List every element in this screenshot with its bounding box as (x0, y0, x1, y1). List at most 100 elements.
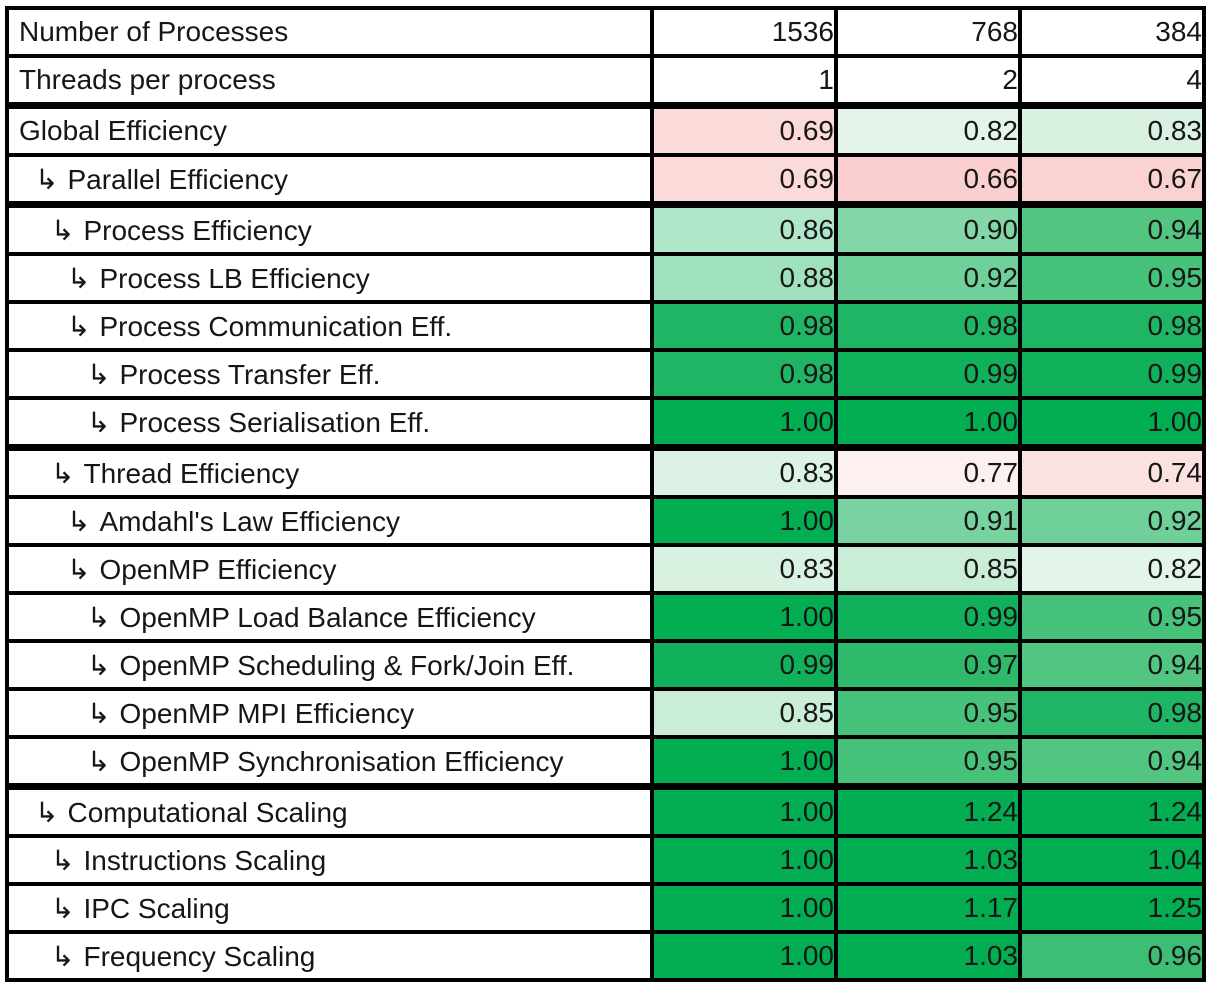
metric-row: ↳ Thread Efficiency 0.83 0.77 0.74 (5, 444, 1206, 499)
metric-value-cell: 1.03 (834, 930, 1022, 982)
metric-value-cell: 0.86 (650, 201, 838, 256)
metric-value-cell: 0.67 (1018, 153, 1206, 207)
metric-row: ↳ Process Communication Eff. 0.98 0.98 0.98 (5, 300, 1206, 352)
hierarchy-arrow-icon: ↳ (67, 310, 91, 342)
metric-value-cell: 1.00 (650, 930, 838, 982)
metric-value-cell: 0.98 (650, 348, 838, 400)
header-value-cell: 768 (834, 6, 1022, 58)
metric-value-cell: 0.69 (650, 102, 838, 157)
hierarchy-arrow-icon: ↳ (51, 844, 75, 876)
metric-label: IPC Scaling (83, 892, 230, 924)
metric-label-cell: ↳ Amdahl's Law Efficiency (5, 495, 654, 547)
metric-value-cell: 1.00 (650, 834, 838, 886)
metric-row: Global Efficiency 0.69 0.82 0.83 (5, 102, 1206, 157)
metric-value-cell: 0.90 (834, 201, 1022, 256)
metric-label-cell: ↳ OpenMP Synchronisation Efficiency (5, 735, 654, 789)
metric-value-cell: 0.95 (1018, 252, 1206, 304)
metric-label: Computational Scaling (67, 796, 348, 828)
metric-value-cell: 0.92 (834, 252, 1022, 304)
hierarchy-arrow-icon: ↳ (67, 553, 91, 585)
header-row: Number of Processes 1536 768 384 (5, 6, 1206, 58)
metric-label-cell: ↳ Process LB Efficiency (5, 252, 654, 304)
metric-row: ↳ Computational Scaling 1.00 1.24 1.24 (5, 783, 1206, 838)
metric-label: OpenMP Load Balance Efficiency (119, 601, 536, 633)
metric-label-cell: ↳ Process Efficiency (5, 201, 654, 256)
metric-value-cell: 0.94 (1018, 201, 1206, 256)
metric-row: ↳ OpenMP Load Balance Efficiency 1.00 0.99 0… (5, 591, 1206, 643)
metric-label: Process Efficiency (83, 214, 312, 246)
metric-label-cell: ↳ Instructions Scaling (5, 834, 654, 886)
hierarchy-arrow-icon: ↳ (35, 163, 59, 195)
metric-label: OpenMP Scheduling & Fork/Join Eff. (119, 649, 575, 681)
metric-label: Parallel Efficiency (67, 163, 288, 195)
hierarchy-arrow-icon: ↳ (87, 406, 111, 438)
metric-label-cell: ↳ Process Serialisation Eff. (5, 396, 654, 450)
metric-value-cell: 0.95 (1018, 591, 1206, 643)
metric-value-cell: 1.00 (650, 591, 838, 643)
metric-label: Process Serialisation Eff. (119, 406, 431, 438)
hierarchy-arrow-icon: ↳ (51, 214, 75, 246)
metric-label: OpenMP MPI Efficiency (119, 697, 415, 729)
efficiency-metrics-table: Number of Processes 1536 768 384 Threads per… (5, 6, 1206, 982)
metric-label-cell: ↳ Frequency Scaling (5, 930, 654, 982)
metric-value-cell: 0.99 (650, 639, 838, 691)
metric-value-cell: 0.94 (1018, 639, 1206, 691)
metric-row: ↳ Process LB Efficiency 0.88 0.92 0.95 (5, 252, 1206, 304)
metric-value-cell: 1.24 (834, 783, 1022, 838)
hierarchy-arrow-icon: ↳ (87, 601, 111, 633)
metric-value-cell: 0.92 (1018, 495, 1206, 547)
hierarchy-arrow-icon: ↳ (87, 358, 111, 390)
metric-value-cell: 0.85 (834, 543, 1022, 595)
metric-value-cell: 1.00 (650, 882, 838, 934)
hierarchy-arrow-icon: ↳ (51, 940, 75, 972)
metric-value-cell: 0.98 (650, 300, 838, 352)
metric-value-cell: 0.83 (650, 444, 838, 499)
metric-value-cell: 1.25 (1018, 882, 1206, 934)
metric-value-cell: 1.00 (650, 396, 838, 450)
header-value-cell: 1 (650, 54, 838, 108)
metric-label: Global Efficiency (19, 115, 228, 146)
metric-value-cell: 0.98 (834, 300, 1022, 352)
metric-label: Amdahl's Law Efficiency (99, 505, 400, 537)
header-row: Threads per process 1 2 4 (5, 54, 1206, 108)
metric-value-cell: 1.00 (650, 495, 838, 547)
metric-value-cell: 1.17 (834, 882, 1022, 934)
metric-value-cell: 0.95 (834, 735, 1022, 789)
metric-value-cell: 0.74 (1018, 444, 1206, 499)
metric-value-cell: 1.03 (834, 834, 1022, 886)
metric-label: Process Transfer Eff. (119, 358, 381, 390)
metric-value-cell: 1.04 (1018, 834, 1206, 886)
metric-label-cell: Global Efficiency (5, 102, 654, 157)
pop-efficiency-table-container: Number of Processes 1536 768 384 Threads per… (5, 6, 1206, 982)
hierarchy-arrow-icon: ↳ (67, 262, 91, 294)
metric-value-cell: 0.83 (1018, 102, 1206, 157)
metric-row: ↳ Process Transfer Eff. 0.98 0.99 0.99 (5, 348, 1206, 400)
metric-value-cell: 0.96 (1018, 930, 1206, 982)
metric-row: ↳ Amdahl's Law Efficiency 1.00 0.91 0.92 (5, 495, 1206, 547)
metric-value-cell: 0.99 (1018, 348, 1206, 400)
metric-label-cell: ↳ Process Communication Eff. (5, 300, 654, 352)
metric-label-cell: ↳ Process Transfer Eff. (5, 348, 654, 400)
metric-label: OpenMP Efficiency (99, 553, 337, 585)
metric-value-cell: 0.77 (834, 444, 1022, 499)
metric-value-cell: 0.98 (1018, 300, 1206, 352)
metric-label: Process Communication Eff. (99, 310, 453, 342)
metric-label-cell: ↳ OpenMP Scheduling & Fork/Join Eff. (5, 639, 654, 691)
efficiency-metrics-table-body: Number of Processes 1536 768 384 Threads per… (5, 6, 1206, 982)
metric-label: Thread Efficiency (83, 457, 300, 489)
header-label: Threads per process (5, 54, 654, 108)
metric-value-cell: 0.99 (834, 348, 1022, 400)
metric-row: ↳ Process Serialisation Eff. 1.00 1.00 1.00 (5, 396, 1206, 450)
metric-row: ↳ Frequency Scaling 1.00 1.03 0.96 (5, 930, 1206, 982)
hierarchy-arrow-icon: ↳ (87, 697, 111, 729)
metric-value-cell: 0.95 (834, 687, 1022, 739)
metric-row: ↳ OpenMP Efficiency 0.83 0.85 0.82 (5, 543, 1206, 595)
metric-value-cell: 0.97 (834, 639, 1022, 691)
metric-value-cell: 1.00 (1018, 396, 1206, 450)
metric-label-cell: ↳ Thread Efficiency (5, 444, 654, 499)
metric-value-cell: 0.82 (834, 102, 1022, 157)
metric-value-cell: 0.91 (834, 495, 1022, 547)
metric-row: ↳ OpenMP MPI Efficiency 0.85 0.95 0.98 (5, 687, 1206, 739)
metric-value-cell: 1.00 (834, 396, 1022, 450)
